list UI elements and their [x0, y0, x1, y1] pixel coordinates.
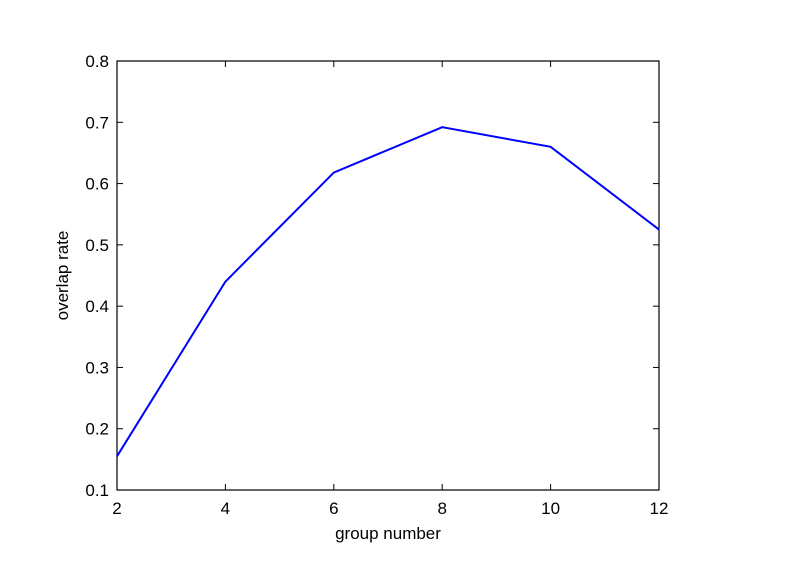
x-tick-label-1: 4 [221, 499, 230, 518]
x-tick-label-5: 12 [650, 499, 669, 518]
axis-ticks [116, 60, 660, 491]
x-tick-label-4: 10 [541, 499, 560, 518]
x-tick-label-2: 6 [329, 499, 338, 518]
y-axis-label: overlap rate [53, 231, 72, 321]
axis-tick-labels: 2 4 6 8 10 12 0.1 0.2 0.3 0.4 0.5 0.6 0.7 0.8 [85, 52, 668, 518]
series-lines [116, 126, 660, 457]
x-tick-label-0: 2 [112, 499, 121, 518]
series-line-0 [116, 126, 660, 457]
x-axis-label: group number [335, 524, 441, 543]
y-tick-label-3: 0.4 [85, 297, 109, 316]
y-tick-label-5: 0.6 [85, 175, 109, 194]
y-tick-label-2: 0.3 [85, 358, 109, 377]
y-tick-label-7: 0.8 [85, 52, 109, 71]
y-tick-label-6: 0.7 [85, 113, 109, 132]
y-tick-label-1: 0.2 [85, 420, 109, 439]
y-tick-label-0: 0.1 [85, 481, 109, 500]
plot-area-frame [116, 60, 660, 491]
x-tick-label-3: 8 [437, 499, 446, 518]
y-tick-label-4: 0.5 [85, 236, 109, 255]
